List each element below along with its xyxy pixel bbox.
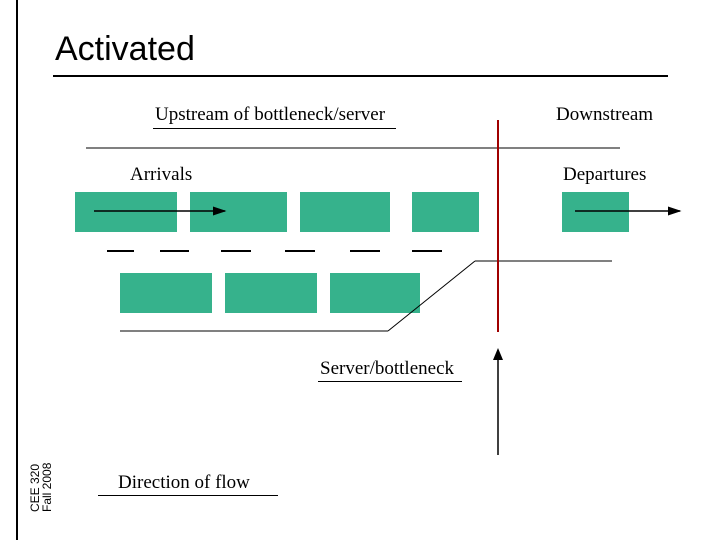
downstream-label: Downstream <box>556 104 653 126</box>
footer-term: Fall 2008 <box>40 463 54 512</box>
queue-box <box>120 273 212 313</box>
direction-underline <box>98 495 278 496</box>
queue-box <box>75 192 177 232</box>
title-area: Activated <box>55 30 670 77</box>
title-underline <box>53 75 668 77</box>
direction-label: Direction of flow <box>118 472 250 494</box>
server-label: Server/bottleneck <box>320 358 454 380</box>
server-underline <box>318 381 462 382</box>
line-layer <box>0 0 720 540</box>
queue-box <box>300 192 390 232</box>
slide-title: Activated <box>55 30 670 69</box>
queue-box <box>412 192 479 232</box>
upstream-underline <box>153 128 396 129</box>
queue-box <box>190 192 287 232</box>
arrivals-label: Arrivals <box>130 164 192 186</box>
queue-box <box>225 273 317 313</box>
slide: Activated Upstream of bottleneck/server … <box>0 0 720 540</box>
left-border <box>0 0 18 540</box>
upstream-label: Upstream of bottleneck/server <box>155 104 385 126</box>
queue-box <box>330 273 420 313</box>
departures-label: Departures <box>563 164 646 186</box>
departure-box <box>562 192 629 232</box>
